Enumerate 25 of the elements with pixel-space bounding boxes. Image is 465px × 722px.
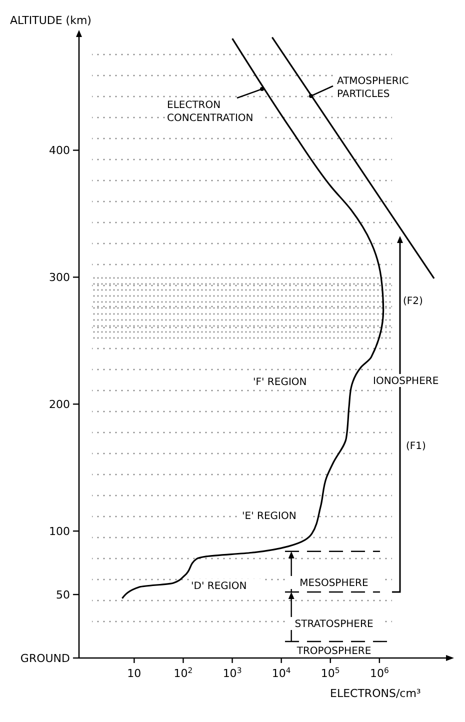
x-tick-label: 10$^{4}$ (272, 666, 291, 680)
y-tick-label: 50 (56, 588, 70, 602)
annotation: 'E' REGION (242, 511, 296, 522)
legend-label: ATMOSPHERIC PARTICLES (337, 76, 409, 100)
annotation: 'D' REGION (191, 581, 247, 592)
annotation: IONOSPHERE (373, 376, 439, 387)
y-tick-label: 100 (49, 525, 70, 538)
annotation: TROPOSPHERE (296, 646, 372, 657)
x-tick-label: 10$^{3}$ (222, 666, 242, 680)
x-tick-label: 10 (127, 667, 142, 680)
annotation: (F2) (403, 296, 424, 307)
x-tick-label: 10$^{6}$ (370, 666, 389, 680)
y-tick-label: 200 (49, 398, 70, 412)
y-axis-title: ALTITUDE (km) (10, 14, 92, 27)
x-axis-title: ELECTRONS/cm³ (330, 687, 421, 700)
y-tick-label: 400 (49, 144, 70, 158)
y-tick-label: GROUND (20, 652, 70, 665)
annotation: (F1) (406, 441, 426, 452)
series-label: ELECTRON CONCENTRATION (167, 100, 254, 124)
y-tick-label: 300 (49, 271, 70, 284)
annotation: MESOSPHERE (300, 578, 368, 589)
annotation: 'F' REGION (253, 377, 307, 388)
annotation: STRATOSPHERE (294, 619, 374, 630)
x-tick-label: 10$^{2}$ (174, 666, 193, 680)
x-tick-label: 10$^{5}$ (320, 666, 340, 680)
